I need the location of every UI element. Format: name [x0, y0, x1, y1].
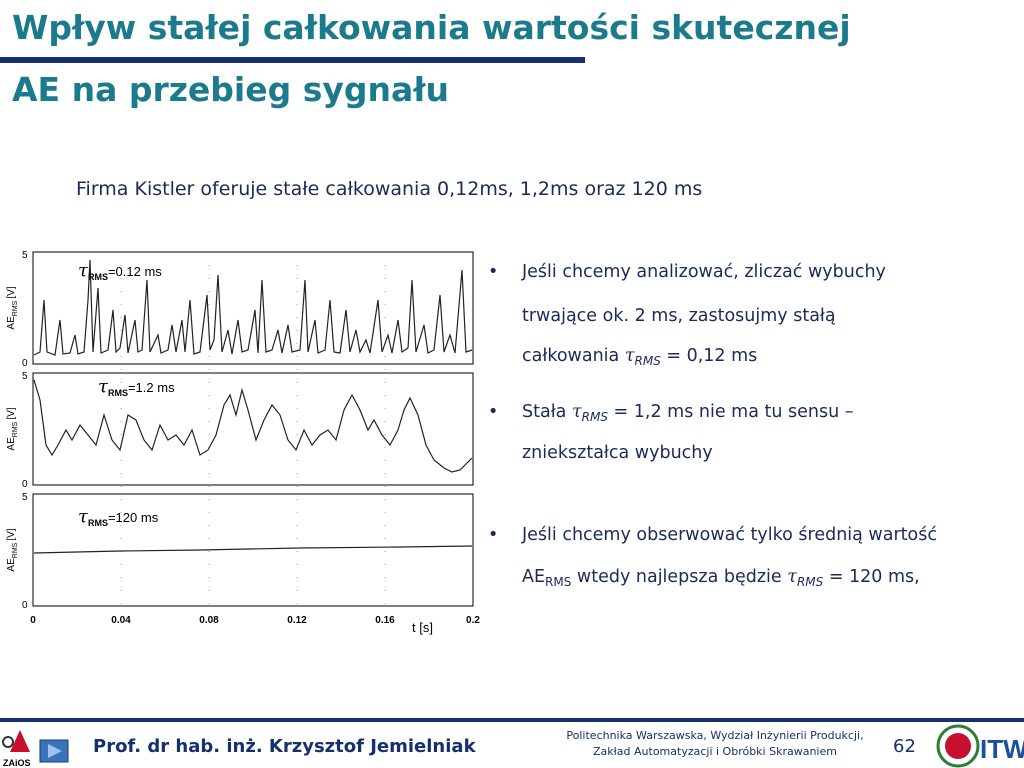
- footer-rule: [0, 718, 1024, 722]
- x-tick-label: 0.2: [466, 615, 480, 626]
- bullet-marker: •: [488, 402, 499, 422]
- x-tick-label: 0.16: [375, 615, 395, 626]
- y-axis-label-unit: [V]: [6, 528, 17, 540]
- y-tick-label: 5: [22, 250, 28, 261]
- tau-sub: RMS: [108, 388, 128, 398]
- y-tick-label: 5: [22, 371, 28, 382]
- bullet-marker: •: [488, 525, 499, 545]
- bullet-line: Jeśli chcemy obserwować tylko średnią wa…: [522, 525, 937, 545]
- y-axis-label-main: AE: [6, 437, 17, 451]
- subscript: RMS: [581, 410, 608, 424]
- bullet-marker: •: [488, 262, 499, 282]
- y-tick-label: 0: [22, 358, 28, 369]
- logo-text: ZAiOS: [3, 758, 31, 768]
- waveform: [33, 545, 473, 554]
- panel-frame: [32, 372, 474, 486]
- title-rule: [0, 57, 585, 63]
- waveform: [33, 379, 473, 473]
- tau-value: =120 ms: [108, 510, 159, 525]
- y-axis-label-unit: [V]: [6, 407, 17, 419]
- subscript: RMS: [545, 575, 572, 589]
- x-axis-label: t [s]: [412, 620, 433, 635]
- x-tick-label: 0.04: [111, 615, 131, 626]
- text: AE: [522, 567, 546, 587]
- tau-value: =1.2 ms: [128, 380, 175, 395]
- text: wtedy najlepsza będzie: [571, 567, 788, 587]
- bullet-line: zniekształca wybuchy: [522, 443, 713, 463]
- subscript: RMS: [796, 575, 824, 589]
- x-tick-label: 0: [30, 615, 36, 626]
- bullet-line: AERMS wtedy najlepsza będzie τRMS = 120 …: [522, 567, 920, 589]
- bullet-line: trwające ok. 2 ms, zastosujmy stałą: [522, 306, 836, 326]
- y-axis-label-sub: RMS: [12, 300, 19, 316]
- subscript: RMS: [634, 354, 661, 368]
- logo-left: ZAiOS: [2, 730, 69, 768]
- y-axis-label: AERMS [V]: [6, 407, 19, 450]
- title-line: AE na przebieg sygnału: [12, 70, 450, 109]
- tau-sub: RMS: [88, 272, 108, 282]
- tau-label: τRMS=120 ms: [78, 506, 159, 528]
- y-axis-label-sub: RMS: [12, 542, 19, 558]
- text: = 1,2 ms nie ma tu sensu –: [607, 402, 854, 422]
- text: = 0,12 ms: [660, 346, 758, 366]
- text: Jeśli chcemy analizować, zliczać wybuchy: [522, 262, 886, 282]
- waveform: [33, 259, 473, 356]
- x-tick-label: 0.08: [199, 615, 219, 626]
- x-tick-label: 0.12: [287, 615, 307, 626]
- bullet-line: całkowania τRMS = 0,12 ms: [522, 346, 757, 368]
- logo-right: ITW: [936, 724, 1024, 768]
- tau-label: τRMS=1.2 ms: [98, 376, 175, 398]
- text: Stała: [522, 402, 572, 422]
- y-tick-label: 0: [22, 479, 28, 490]
- bullet-line: Jeśli chcemy analizować, zliczać wybuchy: [522, 262, 886, 282]
- y-axis-label: AERMS [V]: [6, 286, 19, 329]
- tau: τ: [571, 402, 582, 422]
- tau: τ: [78, 506, 89, 527]
- text: trwające ok. 2 ms, zastosujmy stałą: [522, 306, 836, 326]
- author: Prof. dr hab. inż. Krzysztof Jemielniak: [93, 736, 476, 757]
- tau-label: τRMS=0.12 ms: [78, 260, 162, 282]
- y-tick-label: 5: [22, 492, 28, 503]
- title-line: Wpływ stałej całkowania wartości skutecz…: [12, 8, 851, 47]
- institution: Politechnika Warszawska, Wydział Inżynie…: [560, 728, 870, 760]
- figure: 5 0 5 0 5 0 AERMS[V]AERMS[V]AERMS[V] τRM…: [6, 250, 480, 635]
- text: = 120 ms,: [823, 567, 920, 587]
- institution-line: Zakład Automatyzacji i Obróbki Skrawanie…: [593, 745, 837, 758]
- text: zniekształca wybuchy: [522, 443, 713, 463]
- y-axis-label-unit: [V]: [6, 286, 17, 298]
- logo-text: ITW: [980, 734, 1024, 764]
- text: całkowania: [522, 346, 625, 366]
- institution-line: Politechnika Warszawska, Wydział Inżynie…: [566, 729, 864, 742]
- bullet-line: Stała τRMS = 1,2 ms nie ma tu sensu –: [522, 402, 854, 424]
- y-axis-label-main: AE: [6, 316, 17, 330]
- tau: τ: [787, 567, 797, 587]
- y-axis-label: AERMS [V]: [6, 528, 19, 571]
- intro: Firma Kistler oferuje stałe całkowania 0…: [76, 178, 703, 200]
- tau: τ: [98, 376, 109, 397]
- tau-sub: RMS: [88, 518, 108, 528]
- tau: τ: [624, 346, 635, 366]
- text: Jeśli chcemy obserwować tylko średnią wa…: [522, 525, 937, 545]
- tau-value: =0.12 ms: [108, 264, 162, 279]
- panel-frame: [32, 493, 474, 607]
- page-number: 62: [893, 736, 916, 757]
- y-axis-label-main: AE: [6, 558, 17, 572]
- y-axis-label-sub: RMS: [12, 421, 19, 437]
- tau: τ: [78, 260, 89, 281]
- y-tick-label: 0: [22, 600, 28, 611]
- panel-frame: [32, 251, 474, 365]
